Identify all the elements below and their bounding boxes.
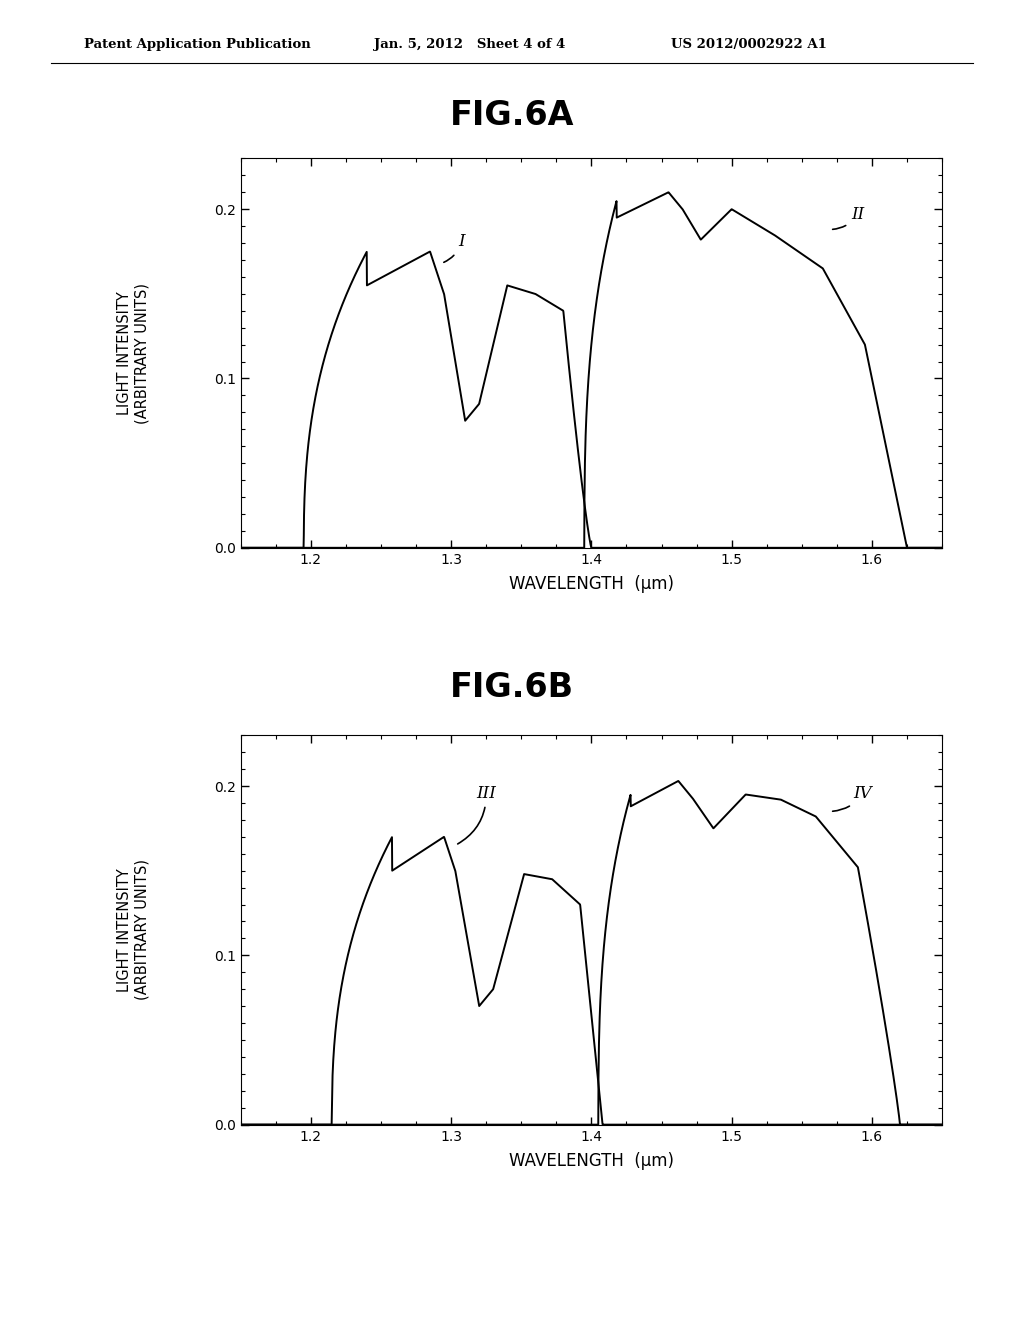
- Text: IV: IV: [833, 785, 872, 812]
- X-axis label: WAVELENGTH  (μm): WAVELENGTH (μm): [509, 576, 674, 593]
- Y-axis label: LIGHT INTENSITY
(ARBITRARY UNITS): LIGHT INTENSITY (ARBITRARY UNITS): [117, 859, 150, 1001]
- Text: US 2012/0002922 A1: US 2012/0002922 A1: [671, 37, 826, 50]
- X-axis label: WAVELENGTH  (μm): WAVELENGTH (μm): [509, 1152, 674, 1170]
- Text: III: III: [458, 785, 497, 843]
- Text: Patent Application Publication: Patent Application Publication: [84, 37, 310, 50]
- Text: FIG.6A: FIG.6A: [450, 99, 574, 132]
- Y-axis label: LIGHT INTENSITY
(ARBITRARY UNITS): LIGHT INTENSITY (ARBITRARY UNITS): [117, 282, 150, 424]
- Text: Jan. 5, 2012   Sheet 4 of 4: Jan. 5, 2012 Sheet 4 of 4: [374, 37, 565, 50]
- Text: I: I: [443, 234, 465, 263]
- Text: FIG.6B: FIG.6B: [450, 671, 574, 704]
- Text: II: II: [833, 206, 864, 230]
